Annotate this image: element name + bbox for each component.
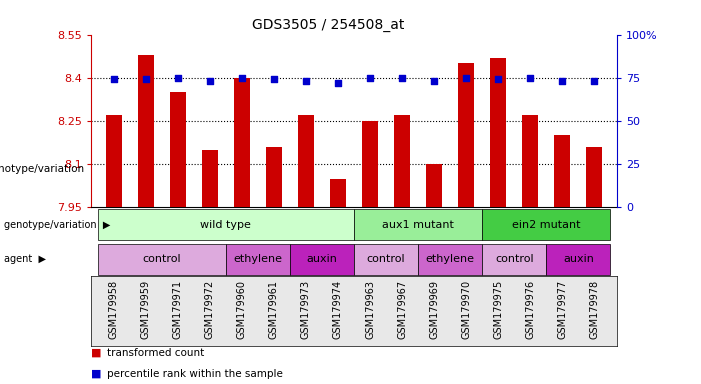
Point — [268, 76, 280, 83]
Text: auxin: auxin — [306, 254, 337, 264]
Bar — [426, 164, 442, 207]
Point — [236, 75, 247, 81]
Bar — [330, 179, 346, 207]
Point — [397, 75, 408, 81]
Bar — [170, 92, 186, 207]
Point — [589, 78, 600, 84]
Bar — [226, 244, 290, 275]
Text: control: control — [142, 254, 181, 264]
Bar — [418, 244, 482, 275]
Text: transformed count: transformed count — [107, 348, 204, 358]
Text: GSM179960: GSM179960 — [237, 280, 247, 339]
Bar — [394, 115, 410, 207]
Text: percentile rank within the sample: percentile rank within the sample — [107, 369, 283, 379]
Title: GDS3505 / 254508_at: GDS3505 / 254508_at — [252, 18, 404, 32]
Text: GSM179975: GSM179975 — [494, 280, 503, 339]
Text: genotype/variation  ▶: genotype/variation ▶ — [4, 220, 110, 230]
Bar — [354, 244, 418, 275]
Text: ein2 mutant: ein2 mutant — [512, 220, 580, 230]
Bar — [362, 121, 378, 207]
Bar — [587, 147, 602, 207]
Text: ■: ■ — [91, 348, 105, 358]
Bar — [202, 150, 218, 207]
Text: ethylene: ethylene — [233, 254, 283, 264]
Bar — [266, 147, 282, 207]
Bar — [298, 115, 314, 207]
Text: GSM179961: GSM179961 — [269, 280, 279, 339]
Bar — [546, 244, 611, 275]
Text: GSM179976: GSM179976 — [525, 280, 536, 339]
Bar — [522, 115, 538, 207]
Point — [204, 78, 215, 84]
Bar — [290, 244, 354, 275]
Point — [332, 80, 343, 86]
Text: agent  ▶: agent ▶ — [4, 254, 46, 264]
Text: GSM179971: GSM179971 — [172, 280, 183, 339]
Bar — [490, 58, 506, 207]
Point — [428, 78, 440, 84]
Point — [525, 75, 536, 81]
Bar — [97, 244, 226, 275]
Text: GSM179970: GSM179970 — [461, 280, 471, 339]
Text: wild type: wild type — [200, 220, 251, 230]
Bar — [458, 63, 474, 207]
Bar — [234, 78, 250, 207]
Text: genotype/variation: genotype/variation — [0, 164, 84, 174]
Bar — [554, 136, 571, 207]
Point — [300, 78, 311, 84]
Text: GSM179958: GSM179958 — [109, 280, 118, 339]
Bar — [106, 115, 121, 207]
Text: ■: ■ — [91, 369, 105, 379]
Point — [140, 76, 151, 83]
Point — [172, 75, 183, 81]
Text: ethylene: ethylene — [426, 254, 475, 264]
Text: auxin: auxin — [563, 254, 594, 264]
Text: GSM179967: GSM179967 — [397, 280, 407, 339]
Bar — [97, 209, 354, 240]
Point — [461, 75, 472, 81]
Text: GSM179972: GSM179972 — [205, 280, 215, 339]
Text: GSM179969: GSM179969 — [429, 280, 439, 339]
Bar — [482, 209, 611, 240]
Text: aux1 mutant: aux1 mutant — [382, 220, 454, 230]
Text: GSM179977: GSM179977 — [557, 280, 567, 339]
Text: control: control — [495, 254, 533, 264]
Bar — [354, 209, 482, 240]
Bar — [137, 55, 154, 207]
Text: control: control — [367, 254, 405, 264]
Bar — [482, 244, 546, 275]
Point — [557, 78, 568, 84]
Point — [493, 76, 504, 83]
Text: GSM179959: GSM179959 — [141, 280, 151, 339]
Point — [365, 75, 376, 81]
Point — [108, 76, 119, 83]
Text: GSM179974: GSM179974 — [333, 280, 343, 339]
Text: GSM179973: GSM179973 — [301, 280, 311, 339]
Text: GSM179963: GSM179963 — [365, 280, 375, 339]
Text: GSM179978: GSM179978 — [590, 280, 599, 339]
